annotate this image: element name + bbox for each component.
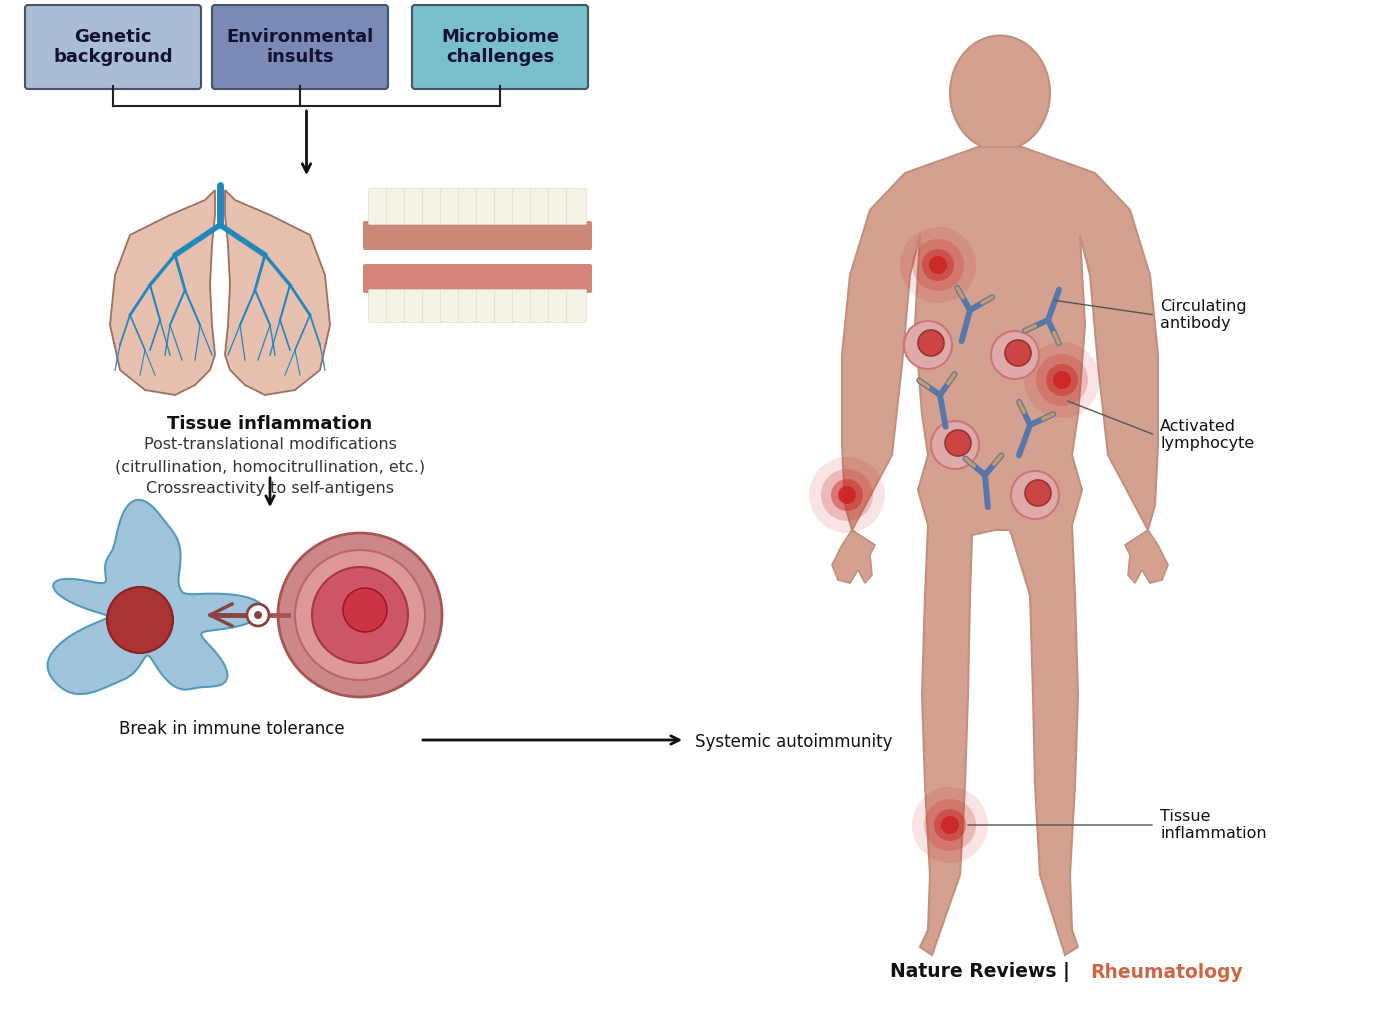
FancyBboxPatch shape — [386, 290, 406, 322]
Circle shape — [838, 486, 857, 504]
FancyBboxPatch shape — [25, 5, 201, 89]
Text: Tissue
inflammation: Tissue inflammation — [1161, 809, 1267, 841]
FancyBboxPatch shape — [441, 188, 460, 225]
Circle shape — [900, 227, 976, 303]
Text: Tissue inflammation: Tissue inflammation — [167, 415, 372, 433]
Circle shape — [822, 469, 873, 521]
FancyBboxPatch shape — [477, 188, 497, 225]
Circle shape — [1053, 371, 1071, 388]
Circle shape — [904, 321, 951, 369]
FancyBboxPatch shape — [566, 188, 586, 225]
Circle shape — [1036, 354, 1088, 406]
Ellipse shape — [950, 36, 1050, 151]
Circle shape — [1011, 471, 1059, 519]
Circle shape — [942, 816, 958, 834]
FancyBboxPatch shape — [512, 188, 533, 225]
Text: Nature Reviews |: Nature Reviews | — [890, 962, 1077, 982]
FancyBboxPatch shape — [441, 290, 460, 322]
Text: Circulating
antibody: Circulating antibody — [1161, 299, 1247, 332]
Circle shape — [107, 587, 173, 653]
FancyBboxPatch shape — [477, 290, 497, 322]
Text: Systemic autoimmunity: Systemic autoimmunity — [695, 733, 893, 751]
Text: Microbiome
challenges: Microbiome challenges — [441, 27, 559, 66]
Circle shape — [1046, 364, 1078, 396]
FancyBboxPatch shape — [548, 290, 569, 322]
FancyBboxPatch shape — [459, 290, 478, 322]
FancyBboxPatch shape — [530, 290, 551, 322]
Circle shape — [923, 799, 976, 851]
Circle shape — [912, 239, 964, 291]
Circle shape — [1025, 480, 1050, 506]
Circle shape — [930, 421, 979, 469]
FancyBboxPatch shape — [212, 5, 388, 89]
Text: Post-translational modifications
(citrullination, homocitrullination, etc.)
Cros: Post-translational modifications (citrul… — [114, 437, 425, 496]
FancyBboxPatch shape — [494, 188, 515, 225]
Circle shape — [294, 550, 425, 680]
Circle shape — [254, 611, 262, 619]
FancyBboxPatch shape — [530, 188, 551, 225]
Polygon shape — [843, 147, 1158, 955]
Polygon shape — [1124, 530, 1168, 583]
Circle shape — [918, 330, 944, 356]
Circle shape — [312, 567, 407, 663]
Circle shape — [1024, 342, 1101, 418]
FancyBboxPatch shape — [363, 221, 591, 250]
FancyBboxPatch shape — [405, 188, 424, 225]
Text: Environmental
insults: Environmental insults — [226, 27, 374, 66]
Polygon shape — [47, 499, 264, 694]
Circle shape — [912, 787, 988, 863]
Circle shape — [247, 604, 269, 626]
Polygon shape — [831, 530, 875, 583]
Circle shape — [944, 430, 971, 456]
FancyBboxPatch shape — [386, 188, 406, 225]
FancyBboxPatch shape — [423, 188, 442, 225]
Text: Break in immune tolerance: Break in immune tolerance — [119, 720, 345, 738]
FancyBboxPatch shape — [412, 5, 589, 89]
Circle shape — [929, 256, 947, 274]
FancyBboxPatch shape — [548, 188, 569, 225]
Polygon shape — [225, 190, 331, 395]
FancyBboxPatch shape — [459, 188, 478, 225]
Circle shape — [831, 479, 864, 511]
Circle shape — [278, 533, 442, 697]
FancyBboxPatch shape — [423, 290, 442, 322]
Circle shape — [1004, 340, 1031, 366]
FancyBboxPatch shape — [363, 264, 591, 293]
Text: Rheumatology: Rheumatology — [1089, 963, 1243, 982]
FancyBboxPatch shape — [405, 290, 424, 322]
Circle shape — [935, 809, 965, 841]
FancyBboxPatch shape — [494, 290, 515, 322]
Text: Activated
lymphocyte: Activated lymphocyte — [1161, 419, 1254, 452]
Circle shape — [809, 457, 884, 533]
Circle shape — [343, 588, 386, 632]
FancyBboxPatch shape — [512, 290, 533, 322]
FancyBboxPatch shape — [566, 290, 586, 322]
FancyBboxPatch shape — [368, 188, 388, 225]
Text: Genetic
background: Genetic background — [53, 27, 173, 66]
Polygon shape — [110, 190, 215, 395]
FancyBboxPatch shape — [368, 290, 388, 322]
Circle shape — [922, 249, 954, 281]
Circle shape — [990, 331, 1039, 379]
